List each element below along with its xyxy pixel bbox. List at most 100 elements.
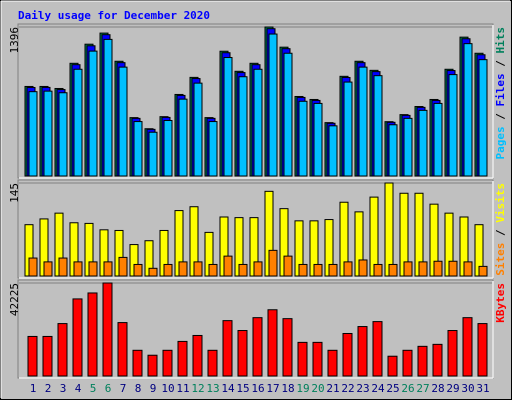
x-tick-label: 11 (176, 382, 189, 395)
bar (313, 263, 323, 277)
legend: Pages / Files / Hits (494, 27, 507, 160)
bar (162, 349, 173, 377)
x-tick-label: 27 (416, 382, 429, 395)
bar (58, 257, 68, 277)
legend-entry: Files (494, 73, 507, 106)
bar (477, 323, 488, 377)
bar (343, 261, 353, 277)
bar (462, 317, 473, 377)
bar (193, 82, 203, 177)
bar (88, 261, 98, 277)
bar (282, 318, 293, 377)
x-tick-label: 22 (341, 382, 354, 395)
bar (28, 257, 38, 277)
bar (372, 321, 383, 377)
legend-separator: / (494, 223, 507, 243)
x-tick-label: 13 (206, 382, 219, 395)
bar (343, 81, 353, 177)
x-tick-label: 28 (431, 382, 444, 395)
bar (478, 265, 488, 277)
bar (358, 66, 368, 177)
bar (298, 263, 308, 277)
bar (403, 117, 413, 177)
bar (328, 263, 338, 277)
legend-entry: Pages (494, 126, 507, 159)
bar (207, 349, 218, 377)
x-tick-label: 29 (446, 382, 459, 395)
bar (88, 50, 98, 177)
y-tick-label: 145 (8, 183, 21, 203)
bar (238, 263, 248, 277)
bar (238, 76, 248, 177)
x-tick-label: 5 (90, 382, 97, 395)
bar (388, 263, 398, 277)
legend-separator: / (494, 54, 507, 74)
bar (223, 255, 233, 277)
x-tick-label: 21 (326, 382, 339, 395)
bar (27, 335, 38, 377)
bar (118, 256, 128, 277)
bar (448, 260, 458, 277)
legend-separator: / (494, 107, 507, 127)
bar (58, 92, 68, 177)
bar (253, 68, 263, 177)
bar (237, 330, 248, 377)
bar (463, 261, 473, 277)
x-tick-label: 14 (221, 382, 235, 395)
bar (177, 340, 188, 377)
legend-entry: Visits (494, 183, 507, 223)
bar (448, 74, 458, 177)
bar (313, 102, 323, 177)
bar (43, 261, 53, 277)
bar (402, 349, 413, 377)
bar (432, 343, 443, 377)
legend-entry: Hits (494, 27, 507, 54)
bar (43, 90, 53, 177)
bar (283, 255, 293, 277)
bar (298, 100, 308, 177)
x-tick-label: 17 (266, 382, 279, 395)
x-tick-label: 19 (296, 382, 309, 395)
bar (148, 267, 158, 277)
bar (133, 121, 143, 177)
bar (208, 263, 218, 277)
legend: KBytes (494, 283, 507, 323)
x-tick-label: 25 (386, 382, 399, 395)
bar (222, 320, 233, 377)
bar (28, 91, 38, 177)
x-tick-label: 15 (236, 382, 249, 395)
chart-title: Daily usage for December 2020 (18, 9, 210, 22)
bar (208, 121, 218, 177)
bar (192, 334, 203, 377)
x-tick-label: 1 (30, 382, 37, 395)
bar (42, 335, 53, 377)
bar (252, 317, 263, 377)
bar (72, 298, 83, 377)
x-tick-label: 12 (191, 382, 204, 395)
bar (133, 263, 143, 277)
bar (193, 261, 203, 277)
bar (178, 98, 188, 177)
bar (148, 131, 158, 177)
bar (283, 52, 293, 177)
x-tick-label: 6 (105, 382, 112, 395)
bar (384, 182, 394, 277)
bar (433, 260, 443, 277)
legend-entry: KBytes (494, 283, 507, 323)
bar (387, 355, 398, 377)
bar (478, 59, 488, 177)
bar (403, 261, 413, 277)
y-tick-label: 42225 (8, 283, 21, 316)
bar (223, 57, 233, 177)
bar (327, 349, 338, 377)
x-tick-label: 10 (161, 382, 174, 395)
bar (163, 263, 173, 277)
legend-entry: Sites (494, 243, 507, 276)
bar (268, 249, 278, 277)
bar (103, 261, 113, 277)
bar (267, 309, 278, 377)
x-tick-label: 16 (251, 382, 264, 395)
bar (118, 66, 128, 177)
bar (417, 345, 428, 377)
bar (373, 263, 383, 277)
